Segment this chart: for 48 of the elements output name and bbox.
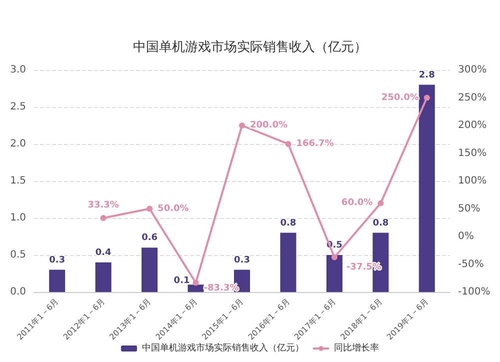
y2-tick-label: 250%: [458, 92, 487, 104]
bar: [188, 284, 204, 292]
y2-tick-label: 300%: [458, 64, 487, 76]
bar: [326, 255, 342, 292]
data-label: 0.3: [49, 255, 66, 266]
legend-label: 同比增长率: [334, 342, 379, 354]
y-tick-label: 0.0: [10, 286, 26, 298]
data-label: 250.0%: [381, 92, 419, 103]
data-label: 0.3: [234, 255, 250, 266]
data-label: 0.4: [95, 248, 112, 258]
y2-tick-label: 0%: [458, 231, 474, 242]
bar: [95, 262, 112, 292]
data-label: 0.6: [142, 233, 158, 244]
y2-tick-label: 100%: [458, 176, 487, 186]
y-tick-label: 1.0: [10, 212, 26, 224]
point: [331, 254, 338, 260]
y2-tick-label: 50%: [458, 203, 480, 214]
y-tick-label: 0.5: [10, 250, 26, 260]
legend-label: 中国单机游戏市场实际销售收入（亿元）: [142, 342, 304, 354]
data-label: 166.7%: [296, 138, 334, 149]
y2-tick-label: 200%: [458, 120, 487, 131]
y2-tick-label: -50%: [458, 258, 484, 270]
point: [424, 94, 430, 101]
point: [378, 200, 384, 206]
data-label: 0.8: [280, 218, 296, 228]
point: [146, 206, 153, 212]
point: [239, 122, 245, 128]
bar: [280, 232, 296, 292]
data-label: 0.8: [372, 218, 389, 228]
data-label: 200.0%: [250, 120, 288, 130]
data-label: 60.0%: [341, 198, 373, 208]
data-label: 50.0%: [158, 204, 189, 214]
y-tick-label: 3.0: [10, 64, 26, 76]
point: [192, 280, 199, 286]
y-tick-label: 2.5: [10, 102, 26, 112]
bar: [418, 84, 435, 292]
y2-tick-label: 150%: [458, 148, 487, 159]
point: [285, 140, 292, 147]
chart-title: 中国单机游戏市场实际销售收入（亿元）: [133, 40, 367, 55]
data-label: 0.1: [174, 276, 190, 286]
bar: [49, 270, 66, 292]
y-tick-label: 2.0: [10, 138, 26, 150]
y2-tick-label: -100%: [458, 286, 490, 298]
data-label: 2.8: [418, 70, 435, 80]
y-tick-label: 1.5: [10, 176, 26, 186]
data-label: 33.3%: [88, 200, 119, 211]
point: [100, 215, 106, 222]
bar: [142, 248, 158, 292]
